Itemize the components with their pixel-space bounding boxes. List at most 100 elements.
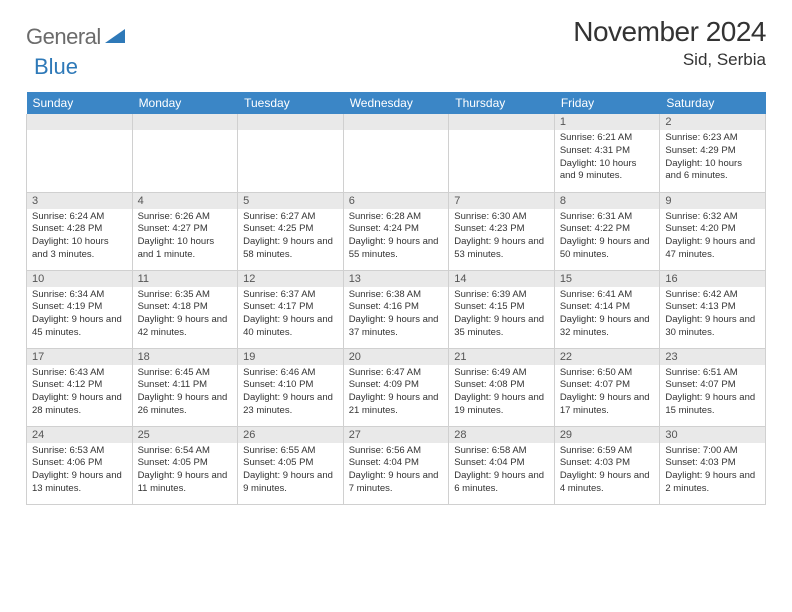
- day-content: Sunrise: 6:53 AMSunset: 4:06 PMDaylight:…: [27, 443, 132, 500]
- sunrise-text: Sunrise: 6:31 AM: [560, 211, 655, 224]
- sunset-text: Sunset: 4:16 PM: [349, 301, 444, 314]
- calendar-cell: 19Sunrise: 6:46 AMSunset: 4:10 PMDayligh…: [238, 348, 344, 426]
- calendar-cell: 10Sunrise: 6:34 AMSunset: 4:19 PMDayligh…: [27, 270, 133, 348]
- sunrise-text: Sunrise: 6:55 AM: [243, 445, 338, 458]
- day-number: 3: [27, 193, 132, 209]
- sunrise-text: Sunrise: 6:39 AM: [454, 289, 549, 302]
- daylight-text: Daylight: 9 hours and 37 minutes.: [349, 314, 444, 340]
- calendar-cell: 18Sunrise: 6:45 AMSunset: 4:11 PMDayligh…: [132, 348, 238, 426]
- day-content: Sunrise: 6:50 AMSunset: 4:07 PMDaylight:…: [555, 365, 660, 422]
- day-content: Sunrise: 6:54 AMSunset: 4:05 PMDaylight:…: [133, 443, 238, 500]
- sunset-text: Sunset: 4:05 PM: [243, 457, 338, 470]
- day-number: 8: [555, 193, 660, 209]
- sunset-text: Sunset: 4:07 PM: [560, 379, 655, 392]
- calendar-cell: 27 Sunrise: 6:56 AMSunset: 4:04 PMDayligh…: [343, 426, 449, 504]
- logo: General: [26, 16, 127, 50]
- day-number: 2: [660, 114, 765, 130]
- day-number: 1: [555, 114, 660, 130]
- daylight-text: Daylight: 9 hours and 7 minutes.: [349, 470, 444, 496]
- calendar-cell: 26Sunrise: 6:55 AMSunset: 4:05 PMDayligh…: [238, 426, 344, 504]
- day-content: Sunrise: 6:23 AMSunset: 4:29 PMDaylight:…: [660, 130, 765, 187]
- sunset-text: Sunset: 4:25 PM: [243, 223, 338, 236]
- sunset-text: Sunset: 4:05 PM: [138, 457, 233, 470]
- day-number: 21: [449, 349, 554, 365]
- daylight-text: Daylight: 9 hours and 28 minutes.: [32, 392, 127, 418]
- day-number: 27: [344, 427, 449, 443]
- daylight-text: Daylight: 9 hours and 17 minutes.: [560, 392, 655, 418]
- sunrise-text: Sunrise: 6:28 AM: [349, 211, 444, 224]
- calendar-cell: 11Sunrise: 6:35 AMSunset: 4:18 PMDayligh…: [132, 270, 238, 348]
- daylight-text: Daylight: 9 hours and 4 minutes.: [560, 470, 655, 496]
- day-number: 16: [660, 271, 765, 287]
- day-content: Sunrise: 7:00 AMSunset: 4:03 PMDaylight:…: [660, 443, 765, 500]
- sunset-text: Sunset: 4:09 PM: [349, 379, 444, 392]
- sunset-text: Sunset: 4:15 PM: [454, 301, 549, 314]
- sunrise-text: Sunrise: 7:00 AM: [665, 445, 760, 458]
- sunset-text: Sunset: 4:29 PM: [665, 145, 760, 158]
- calendar-cell: 24Sunrise: 6:53 AMSunset: 4:06 PMDayligh…: [27, 426, 133, 504]
- day-number: 18: [133, 349, 238, 365]
- sunrise-text: Sunrise: 6:41 AM: [560, 289, 655, 302]
- sunset-text: Sunset: 4:07 PM: [665, 379, 760, 392]
- sunrise-text: Sunrise: 6:21 AM: [560, 132, 655, 145]
- sunset-text: Sunset: 4:08 PM: [454, 379, 549, 392]
- day-number: 19: [238, 349, 343, 365]
- day-content: Sunrise: 6:59 AMSunset: 4:03 PMDaylight:…: [555, 443, 660, 500]
- day-number: 20: [344, 349, 449, 365]
- daylight-text: Daylight: 9 hours and 50 minutes.: [560, 236, 655, 262]
- day-number: 23: [660, 349, 765, 365]
- sunrise-text: Sunrise: 6:35 AM: [138, 289, 233, 302]
- calendar-cell: 22Sunrise: 6:50 AMSunset: 4:07 PMDayligh…: [554, 348, 660, 426]
- calendar-cell: 16Sunrise: 6:42 AMSunset: 4:13 PMDayligh…: [660, 270, 766, 348]
- day-number: 9: [660, 193, 765, 209]
- calendar-cell: 12Sunrise: 6:37 AMSunset: 4:17 PMDayligh…: [238, 270, 344, 348]
- sunrise-text: Sunrise: 6:46 AM: [243, 367, 338, 380]
- day-content: Sunrise: 6:27 AMSunset: 4:25 PMDaylight:…: [238, 209, 343, 266]
- day-number: 15: [555, 271, 660, 287]
- logo-text-2: Blue: [34, 54, 774, 80]
- sunrise-text: Sunrise: 6:23 AM: [665, 132, 760, 145]
- daylight-text: Daylight: 9 hours and 45 minutes.: [32, 314, 127, 340]
- daylight-text: Daylight: 9 hours and 30 minutes.: [665, 314, 760, 340]
- calendar-cell: [27, 114, 133, 192]
- calendar-cell: 15Sunrise: 6:41 AMSunset: 4:14 PMDayligh…: [554, 270, 660, 348]
- logo-text-1: General: [26, 24, 101, 50]
- sunrise-text: Sunrise: 6:30 AM: [454, 211, 549, 224]
- day-content: Sunrise: 6:55 AMSunset: 4:05 PMDaylight:…: [238, 443, 343, 500]
- sunrise-text: Sunrise: 6:56 AM: [349, 445, 444, 458]
- daylight-text: Daylight: 9 hours and 21 minutes.: [349, 392, 444, 418]
- day-content: Sunrise: 6:26 AMSunset: 4:27 PMDaylight:…: [133, 209, 238, 266]
- daylight-text: Daylight: 9 hours and 6 minutes.: [454, 470, 549, 496]
- day-content: Sunrise: 6:46 AMSunset: 4:10 PMDaylight:…: [238, 365, 343, 422]
- day-content: Sunrise: 6:30 AMSunset: 4:23 PMDaylight:…: [449, 209, 554, 266]
- day-content: Sunrise: 6:32 AMSunset: 4:20 PMDaylight:…: [660, 209, 765, 266]
- daylight-text: Daylight: 9 hours and 2 minutes.: [665, 470, 760, 496]
- day-content: Sunrise: 6:31 AMSunset: 4:22 PMDaylight:…: [555, 209, 660, 266]
- sunrise-text: Sunrise: 6:26 AM: [138, 211, 233, 224]
- daylight-text: Daylight: 9 hours and 11 minutes.: [138, 470, 233, 496]
- day-number: 30: [660, 427, 765, 443]
- day-number: 29: [555, 427, 660, 443]
- weekday-header: Thursday: [449, 92, 555, 114]
- sunset-text: Sunset: 4:04 PM: [349, 457, 444, 470]
- daylight-text: Daylight: 9 hours and 55 minutes.: [349, 236, 444, 262]
- day-content: Sunrise: 6:43 AMSunset: 4:12 PMDaylight:…: [27, 365, 132, 422]
- logo-triangle-icon: [105, 27, 125, 48]
- calendar-cell: [238, 114, 344, 192]
- calendar-cell: 7Sunrise: 6:30 AMSunset: 4:23 PMDaylight…: [449, 192, 555, 270]
- day-number: 25: [133, 427, 238, 443]
- sunset-text: Sunset: 4:03 PM: [665, 457, 760, 470]
- sunrise-text: Sunrise: 6:43 AM: [32, 367, 127, 380]
- calendar-cell: 20Sunrise: 6:47 AMSunset: 4:09 PMDayligh…: [343, 348, 449, 426]
- calendar-cell: 17Sunrise: 6:43 AMSunset: 4:12 PMDayligh…: [27, 348, 133, 426]
- daylight-text: Daylight: 9 hours and 32 minutes.: [560, 314, 655, 340]
- sunrise-text: Sunrise: 6:49 AM: [454, 367, 549, 380]
- sunrise-text: Sunrise: 6:59 AM: [560, 445, 655, 458]
- sunset-text: Sunset: 4:23 PM: [454, 223, 549, 236]
- calendar-row: 24Sunrise: 6:53 AMSunset: 4:06 PMDayligh…: [27, 426, 766, 504]
- sunset-text: Sunset: 4:12 PM: [32, 379, 127, 392]
- sunset-text: Sunset: 4:18 PM: [138, 301, 233, 314]
- day-content: Sunrise: 6:47 AMSunset: 4:09 PMDaylight:…: [344, 365, 449, 422]
- sunset-text: Sunset: 4:06 PM: [32, 457, 127, 470]
- sunrise-text: Sunrise: 6:51 AM: [665, 367, 760, 380]
